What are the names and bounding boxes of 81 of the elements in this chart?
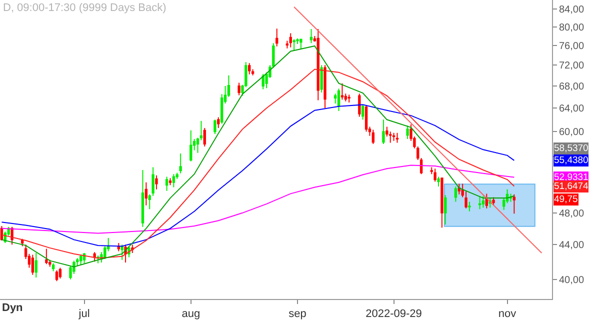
- candlestick: [45, 248, 48, 265]
- candlestick: [478, 196, 482, 210]
- candlestick: [337, 88, 340, 112]
- x-tick-label: 2022-09-29: [366, 308, 422, 320]
- candlestick: [454, 186, 458, 202]
- candlestick: [482, 195, 485, 208]
- y-tick-label: 68,00: [559, 82, 584, 92]
- annotation: 51,6474: [554, 181, 588, 192]
- candlestick: [348, 94, 350, 103]
- line-series: [1, 164, 515, 234]
- candlestick: [320, 64, 323, 93]
- y-tick-label: 64,00: [559, 104, 584, 115]
- y-tick-label: 72,00: [559, 60, 584, 72]
- candlestick: [434, 168, 436, 182]
- candlestick: [155, 174, 158, 190]
- candlestick: [168, 178, 172, 186]
- candlestick: [58, 267, 62, 279]
- annotation: 55,4380: [554, 155, 588, 166]
- candlestick: [144, 182, 148, 206]
- candlestick: [120, 244, 124, 260]
- candlestick: [203, 127, 206, 147]
- y-tick-label: 44,00: [559, 240, 584, 252]
- candlestick: [248, 62, 251, 75]
- candlestick: [389, 131, 392, 144]
- candlestick: [300, 38, 302, 50]
- candlestick: [362, 104, 364, 120]
- candlestick: [165, 176, 168, 192]
- text: Dyn: [2, 302, 24, 314]
- candlestick: [485, 193, 488, 209]
- chart-title: D, 09:00-17:30 (9999 Days Back): [3, 2, 166, 14]
- candlestick: [509, 193, 512, 202]
- annotation: 52,9331: [554, 172, 588, 183]
- candlestick: [372, 129, 374, 144]
- candlestick: [324, 64, 326, 109]
- candlestick: [214, 119, 216, 135]
- x-tick-label: aug: [182, 308, 200, 320]
- candlestick: [458, 183, 460, 195]
- candlestick: [52, 262, 55, 272]
- annotation: 49,75: [554, 194, 578, 205]
- y-tick-label: 60,00: [559, 127, 584, 138]
- candlestick: [444, 194, 447, 225]
- line-series: [1, 104, 515, 247]
- y-tick-label: 40,00: [559, 274, 584, 286]
- candlestick: [190, 130, 192, 162]
- candlestick: [117, 242, 120, 252]
- candlestick: [141, 170, 144, 228]
- x-tick-label: jul: [78, 308, 90, 320]
- candlestick: [217, 116, 220, 128]
- y-tick-label: 80,00: [559, 22, 584, 34]
- y-tick-label: 76,00: [559, 40, 584, 52]
- candlestick: [396, 132, 399, 144]
- candlestick: [364, 104, 368, 132]
- candlestick: [55, 270, 58, 282]
- candlestick: [292, 38, 296, 51]
- candlestick: [289, 32, 292, 48]
- candlestick: [34, 252, 38, 278]
- candlestick: [172, 174, 176, 188]
- candlestick: [392, 132, 396, 142]
- y-tick-label: 48,00: [559, 208, 584, 220]
- y-tick-label: 84,00: [559, 4, 584, 16]
- candlestick: [492, 196, 495, 206]
- candlestick: [179, 153, 182, 174]
- text: 58,5370: [554, 143, 588, 154]
- candlestick: [310, 28, 313, 44]
- candlestick: [93, 252, 96, 262]
- candlestick: [276, 28, 278, 47]
- candlestick: [468, 201, 471, 212]
- candlestick: [79, 254, 82, 266]
- candlestick: [358, 93, 361, 118]
- candlestick: [31, 254, 34, 276]
- candlestick: [406, 125, 409, 140]
- candlestick: [340, 82, 344, 100]
- candlestick: [382, 119, 385, 144]
- candlestick: [440, 176, 444, 228]
- candlestick: [316, 28, 320, 101]
- x-tick-label: nov: [498, 308, 517, 320]
- candlestick: [131, 244, 134, 254]
- candlestick: [437, 176, 440, 188]
- candlestick: [238, 82, 240, 96]
- x-tick-label: sep: [288, 308, 306, 320]
- candlestick: [512, 194, 516, 214]
